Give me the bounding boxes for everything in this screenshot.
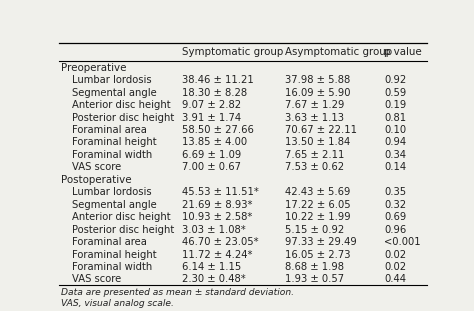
Text: 38.46 ± 11.21: 38.46 ± 11.21 [182, 75, 254, 85]
Text: 0.19: 0.19 [384, 100, 407, 110]
Text: 3.63 ± 1.13: 3.63 ± 1.13 [285, 113, 344, 123]
Text: Symptomatic group: Symptomatic group [182, 47, 283, 57]
Text: 10.22 ± 1.99: 10.22 ± 1.99 [285, 212, 351, 222]
Text: 0.81: 0.81 [384, 113, 407, 123]
Text: 18.30 ± 8.28: 18.30 ± 8.28 [182, 88, 247, 98]
Text: 1.93 ± 0.57: 1.93 ± 0.57 [285, 274, 344, 285]
Text: Foraminal width: Foraminal width [72, 262, 152, 272]
Text: 7.53 ± 0.62: 7.53 ± 0.62 [285, 162, 344, 172]
Text: Asymptomatic group: Asymptomatic group [285, 47, 392, 57]
Text: Foraminal width: Foraminal width [72, 150, 152, 160]
Text: <0.001: <0.001 [384, 237, 421, 247]
Text: 10.93 ± 2.58*: 10.93 ± 2.58* [182, 212, 253, 222]
Text: 0.92: 0.92 [384, 75, 407, 85]
Text: 0.35: 0.35 [384, 187, 407, 197]
Text: 3.91 ± 1.74: 3.91 ± 1.74 [182, 113, 241, 123]
Text: VAS score: VAS score [72, 274, 121, 285]
Text: 9.07 ± 2.82: 9.07 ± 2.82 [182, 100, 241, 110]
Text: Data are presented as mean ± standard deviation.: Data are presented as mean ± standard de… [61, 288, 294, 297]
Text: 0.10: 0.10 [384, 125, 407, 135]
Text: 0.02: 0.02 [384, 262, 407, 272]
Text: 42.43 ± 5.69: 42.43 ± 5.69 [285, 187, 351, 197]
Text: Postoperative: Postoperative [61, 175, 132, 185]
Text: 5.15 ± 0.92: 5.15 ± 0.92 [285, 225, 345, 234]
Text: Posterior disc height: Posterior disc height [72, 225, 174, 234]
Text: 2.30 ± 0.48*: 2.30 ± 0.48* [182, 274, 246, 285]
Text: Lumbar lordosis: Lumbar lordosis [72, 75, 152, 85]
Text: 7.67 ± 1.29: 7.67 ± 1.29 [285, 100, 345, 110]
Text: Anterior disc height: Anterior disc height [72, 100, 171, 110]
Text: Anterior disc height: Anterior disc height [72, 212, 171, 222]
Text: 0.34: 0.34 [384, 150, 406, 160]
Text: 21.69 ± 8.93*: 21.69 ± 8.93* [182, 200, 253, 210]
Text: 6.69 ± 1.09: 6.69 ± 1.09 [182, 150, 242, 160]
Text: Segmental angle: Segmental angle [72, 88, 157, 98]
Text: 0.14: 0.14 [384, 162, 407, 172]
Text: 13.50 ± 1.84: 13.50 ± 1.84 [285, 137, 350, 147]
Text: 6.14 ± 1.15: 6.14 ± 1.15 [182, 262, 242, 272]
Text: 46.70 ± 23.05*: 46.70 ± 23.05* [182, 237, 259, 247]
Text: 58.50 ± 27.66: 58.50 ± 27.66 [182, 125, 254, 135]
Text: 0.59: 0.59 [384, 88, 407, 98]
Text: 16.05 ± 2.73: 16.05 ± 2.73 [285, 249, 351, 259]
Text: 7.00 ± 0.67: 7.00 ± 0.67 [182, 162, 241, 172]
Text: 0.69: 0.69 [384, 212, 407, 222]
Text: 45.53 ± 11.51*: 45.53 ± 11.51* [182, 187, 259, 197]
Text: Preoperative: Preoperative [61, 63, 127, 73]
Text: 0.32: 0.32 [384, 200, 407, 210]
Text: VAS, visual analog scale.: VAS, visual analog scale. [61, 299, 174, 308]
Text: Foraminal area: Foraminal area [72, 125, 147, 135]
Text: VAS score: VAS score [72, 162, 121, 172]
Text: 37.98 ± 5.88: 37.98 ± 5.88 [285, 75, 350, 85]
Text: p value: p value [384, 47, 422, 57]
Text: Segmental angle: Segmental angle [72, 200, 157, 210]
Text: 0.94: 0.94 [384, 137, 407, 147]
Text: 0.02: 0.02 [384, 249, 407, 259]
Text: 8.68 ± 1.98: 8.68 ± 1.98 [285, 262, 344, 272]
Text: 0.96: 0.96 [384, 225, 407, 234]
Text: 17.22 ± 6.05: 17.22 ± 6.05 [285, 200, 351, 210]
Text: 13.85 ± 4.00: 13.85 ± 4.00 [182, 137, 247, 147]
Text: Foraminal area: Foraminal area [72, 237, 147, 247]
Text: Foraminal height: Foraminal height [72, 249, 157, 259]
Text: 0.44: 0.44 [384, 274, 406, 285]
Text: 7.65 ± 2.11: 7.65 ± 2.11 [285, 150, 345, 160]
Text: 11.72 ± 4.24*: 11.72 ± 4.24* [182, 249, 253, 259]
Text: Lumbar lordosis: Lumbar lordosis [72, 187, 152, 197]
Text: 16.09 ± 5.90: 16.09 ± 5.90 [285, 88, 351, 98]
Text: 3.03 ± 1.08*: 3.03 ± 1.08* [182, 225, 246, 234]
Text: Foraminal height: Foraminal height [72, 137, 157, 147]
Text: 97.33 ± 29.49: 97.33 ± 29.49 [285, 237, 357, 247]
Text: 70.67 ± 22.11: 70.67 ± 22.11 [285, 125, 357, 135]
Text: Posterior disc height: Posterior disc height [72, 113, 174, 123]
